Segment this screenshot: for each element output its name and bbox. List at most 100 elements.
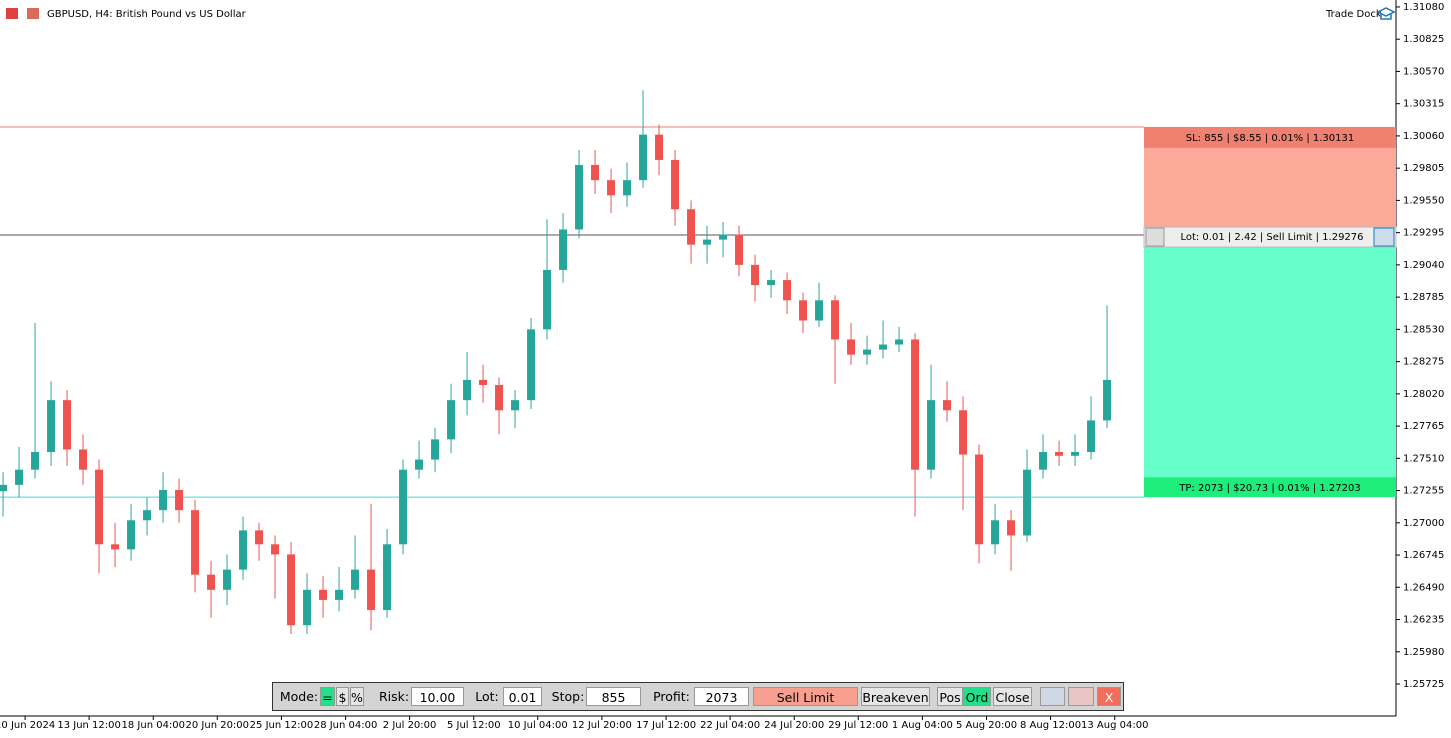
lot-input[interactable]: 0.01 — [503, 687, 542, 706]
candle-body — [335, 589, 344, 600]
y-tick-label: 1.27765 — [1403, 421, 1444, 432]
candle-body — [15, 469, 24, 485]
x-tick-label: 25 Jun 12:00 — [250, 720, 314, 731]
stop-input[interactable]: 855 — [586, 687, 641, 706]
trade-dock-label[interactable]: Trade Dock — [1325, 9, 1382, 20]
candle-body — [159, 489, 168, 511]
candle-body — [639, 134, 648, 181]
candle-body — [415, 459, 424, 470]
candle-body — [1007, 520, 1016, 536]
x-tick-label: 17 Jul 12:00 — [636, 720, 696, 731]
y-tick-label: 1.30315 — [1403, 99, 1444, 110]
mode-button[interactable]: $ — [336, 687, 349, 706]
x-tick-label: 29 Jul 12:00 — [828, 720, 888, 731]
candle-body — [351, 569, 360, 590]
profit-input[interactable]: 2073 — [694, 687, 749, 706]
x-tick-label: 12 Jul 20:00 — [572, 720, 632, 731]
candle-body — [655, 134, 664, 160]
risk-input[interactable]: 10.00 — [411, 687, 464, 706]
candle-body — [959, 410, 968, 455]
tp-label: TP: 2073 | $20.73 | 0.01% | 1.27203 — [1178, 483, 1360, 494]
chart-header: GBPUSD, H4: British Pound vs US Dollar — [47, 9, 247, 20]
sl-label: SL: 855 | $8.55 | 0.01% | 1.30131 — [1186, 133, 1354, 144]
ord-button[interactable]: Ord — [963, 687, 991, 706]
y-tick-label: 1.29040 — [1403, 260, 1444, 271]
exit-button[interactable]: X — [1097, 687, 1121, 706]
candle-body — [207, 574, 216, 590]
x-tick-label: 22 Jul 04:00 — [700, 720, 760, 731]
candle-body — [1087, 420, 1096, 453]
profit-label: Profit: — [653, 689, 690, 704]
entry-bar — [1143, 226, 1397, 248]
y-tick-label: 1.29295 — [1403, 228, 1444, 239]
breakeven-button[interactable]: Breakeven — [861, 687, 930, 706]
y-tick-label: 1.25725 — [1403, 679, 1444, 690]
hide-lines-button[interactable] — [1068, 687, 1094, 706]
x-tick-label: 24 Jul 20:00 — [764, 720, 824, 731]
x-tick-label: 10 Jul 04:00 — [508, 720, 568, 731]
pin-button[interactable] — [1145, 227, 1165, 247]
candle-body — [527, 329, 536, 401]
y-tick-label: 1.28530 — [1403, 324, 1444, 335]
risk-label: Risk: — [378, 689, 410, 704]
y-tick-label: 1.27510 — [1403, 453, 1444, 464]
risk-zone — [1144, 147, 1396, 228]
entry-label: Lot: 0.01 | 2.42 | Sell Limit | 1.29276 — [1180, 232, 1363, 243]
y-tick-label: 1.29805 — [1403, 163, 1444, 174]
mode-label: Mode: — [279, 689, 319, 704]
minimize-button[interactable] — [1040, 687, 1065, 706]
y-tick-label: 1.30570 — [1403, 66, 1444, 77]
candle-body — [735, 234, 744, 265]
candle-body — [1055, 452, 1064, 456]
candle-body — [1023, 469, 1032, 536]
y-tick-label: 1.31080 — [1403, 2, 1444, 13]
candle-body — [399, 469, 408, 545]
candle-body — [831, 300, 840, 340]
x-tick-label: 5 Jul 12:00 — [447, 720, 501, 731]
candle-body — [511, 400, 520, 411]
candle-body — [127, 520, 136, 550]
pos-button[interactable]: Pos — [937, 687, 963, 706]
y-tick-label: 1.26490 — [1403, 582, 1444, 593]
refresh-button[interactable] — [1373, 227, 1395, 247]
candle-body — [783, 280, 792, 301]
y-tick-label: 1.25980 — [1403, 647, 1444, 658]
x-tick-label: 10 Jun 2024 — [0, 720, 55, 731]
candle-body — [47, 400, 56, 453]
candle-body — [239, 530, 248, 570]
y-tick-label: 1.29550 — [1403, 195, 1444, 206]
candle-body — [815, 300, 824, 321]
x-tick-label: 2 Jul 20:00 — [383, 720, 437, 731]
candle-body — [543, 269, 552, 330]
mode-button[interactable]: % — [350, 687, 364, 706]
candle-body — [1039, 452, 1048, 470]
candle-body — [1103, 379, 1112, 421]
trade-dock-icon[interactable] — [1376, 7, 1396, 20]
candle-body — [911, 339, 920, 470]
candle-body — [319, 589, 328, 600]
y-tick-label: 1.28275 — [1403, 357, 1444, 368]
y-tick-label: 1.28785 — [1403, 292, 1444, 303]
mode-button[interactable]: = — [320, 687, 335, 706]
candle-body — [927, 400, 936, 470]
candle-body — [943, 400, 952, 411]
menu-icon[interactable] — [6, 8, 18, 19]
candle-body — [431, 439, 440, 460]
x-tick-label: 1 Aug 04:00 — [892, 720, 953, 731]
candle-body — [463, 379, 472, 401]
chart-icon[interactable] — [27, 8, 39, 19]
y-tick-label: 1.30825 — [1403, 34, 1444, 45]
candle-body — [671, 159, 680, 210]
candle-body — [255, 530, 264, 545]
candle-body — [447, 400, 456, 440]
sell-limit-button[interactable]: Sell Limit — [753, 687, 858, 706]
candle-body — [879, 344, 888, 350]
candle-body — [591, 164, 600, 181]
candle-body — [63, 400, 72, 450]
candle-body — [143, 510, 152, 521]
candle-body — [175, 489, 184, 511]
candle-body — [863, 349, 872, 355]
close-button[interactable]: Close — [993, 687, 1032, 706]
